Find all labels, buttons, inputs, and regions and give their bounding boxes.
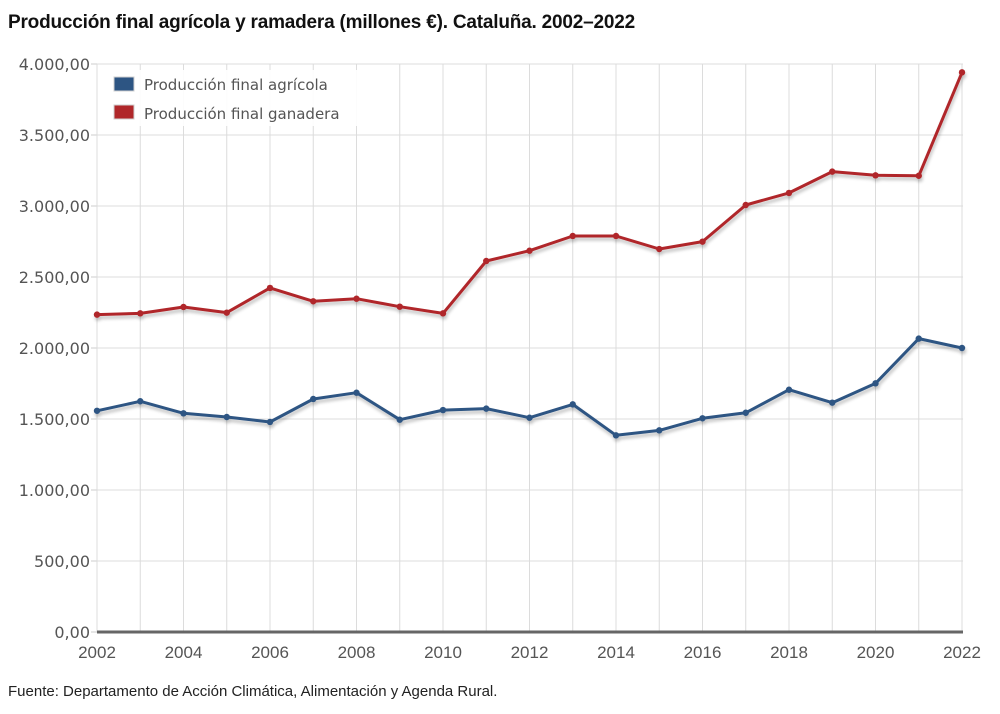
chart-title: Producción final agrícola y ramadera (mi…	[8, 12, 635, 33]
data-point	[569, 401, 576, 408]
data-point	[137, 398, 144, 405]
x-tick-label: 2016	[684, 643, 722, 662]
x-tick-label: 2010	[424, 643, 462, 662]
data-point	[93, 407, 101, 414]
x-tick-label: 2014	[597, 643, 635, 662]
data-point	[526, 414, 533, 421]
data-point	[353, 295, 360, 302]
x-tick-label: 2006	[251, 643, 289, 662]
data-point	[958, 344, 966, 352]
x-tick-label: 2022	[943, 643, 981, 662]
data-point	[915, 172, 922, 179]
x-tick-label: 2004	[165, 643, 203, 662]
data-point	[483, 257, 490, 265]
data-point	[180, 410, 187, 417]
x-tick-label: 2020	[857, 643, 895, 662]
data-point	[872, 380, 879, 387]
series-agricola	[93, 335, 966, 439]
data-point	[742, 409, 749, 416]
x-tick-label: 2012	[511, 643, 549, 662]
data-point	[699, 415, 706, 422]
series-ganadera	[93, 69, 966, 318]
legend: Producción final agrícola Producción fin…	[107, 70, 377, 126]
data-point	[872, 172, 879, 179]
x-tick-label: 2002	[78, 643, 116, 662]
legend-label-ganadera: Producción final ganadera	[144, 105, 340, 123]
data-point	[439, 310, 447, 317]
data-point	[310, 395, 317, 403]
data-point	[699, 238, 706, 245]
x-tick-label: 2008	[338, 643, 376, 662]
data-point	[612, 232, 620, 240]
data-point	[137, 310, 144, 317]
data-point	[742, 201, 749, 209]
x-axis: 2002 2004 2006 2008 2010 2012 2014 2016 2018 2020…	[78, 643, 981, 662]
data-point	[569, 232, 576, 240]
data-point	[353, 389, 360, 396]
data-point	[915, 335, 922, 342]
data-point	[180, 303, 187, 311]
legend-label-agricola: Producción final agrícola	[144, 76, 328, 94]
source-note: Fuente: Departamento de Acción Climática…	[8, 683, 498, 700]
y-tick-label: 0,00	[54, 623, 90, 642]
data-point	[483, 405, 490, 412]
data-point	[310, 298, 317, 305]
y-tick-label: 4.000,00	[19, 55, 90, 74]
y-axis: 0,00 500,00 1.000,00 1.500,00 2.000,00 2.500,…	[19, 55, 90, 642]
y-tick-label: 1.500,00	[19, 410, 90, 429]
data-point	[829, 168, 836, 175]
data-point	[656, 427, 663, 434]
data-point	[396, 303, 403, 310]
y-tick-label: 3.000,00	[19, 197, 90, 216]
legend-background	[107, 70, 377, 126]
data-point	[223, 413, 230, 421]
series-layer	[93, 69, 966, 439]
data-point	[785, 189, 793, 197]
data-point	[656, 245, 663, 253]
y-tick-label: 2.500,00	[19, 268, 90, 287]
data-point	[223, 309, 230, 316]
data-point	[396, 416, 403, 423]
y-tick-label: 3.500,00	[19, 126, 90, 145]
data-point	[829, 399, 836, 406]
data-point	[785, 386, 793, 393]
grid	[91, 63, 963, 634]
x-tick-label: 2018	[770, 643, 808, 662]
data-point	[958, 69, 966, 76]
data-point	[439, 406, 447, 414]
y-tick-label: 1.000,00	[19, 481, 90, 500]
y-tick-label: 500,00	[34, 552, 90, 571]
legend-swatch-ganadera	[113, 104, 135, 120]
data-point	[612, 432, 620, 439]
data-point	[526, 247, 533, 254]
data-point	[266, 284, 274, 292]
y-tick-label: 2.000,00	[19, 339, 90, 358]
legend-swatch-agricola	[113, 76, 135, 92]
data-point	[93, 311, 101, 318]
data-point	[266, 418, 274, 426]
